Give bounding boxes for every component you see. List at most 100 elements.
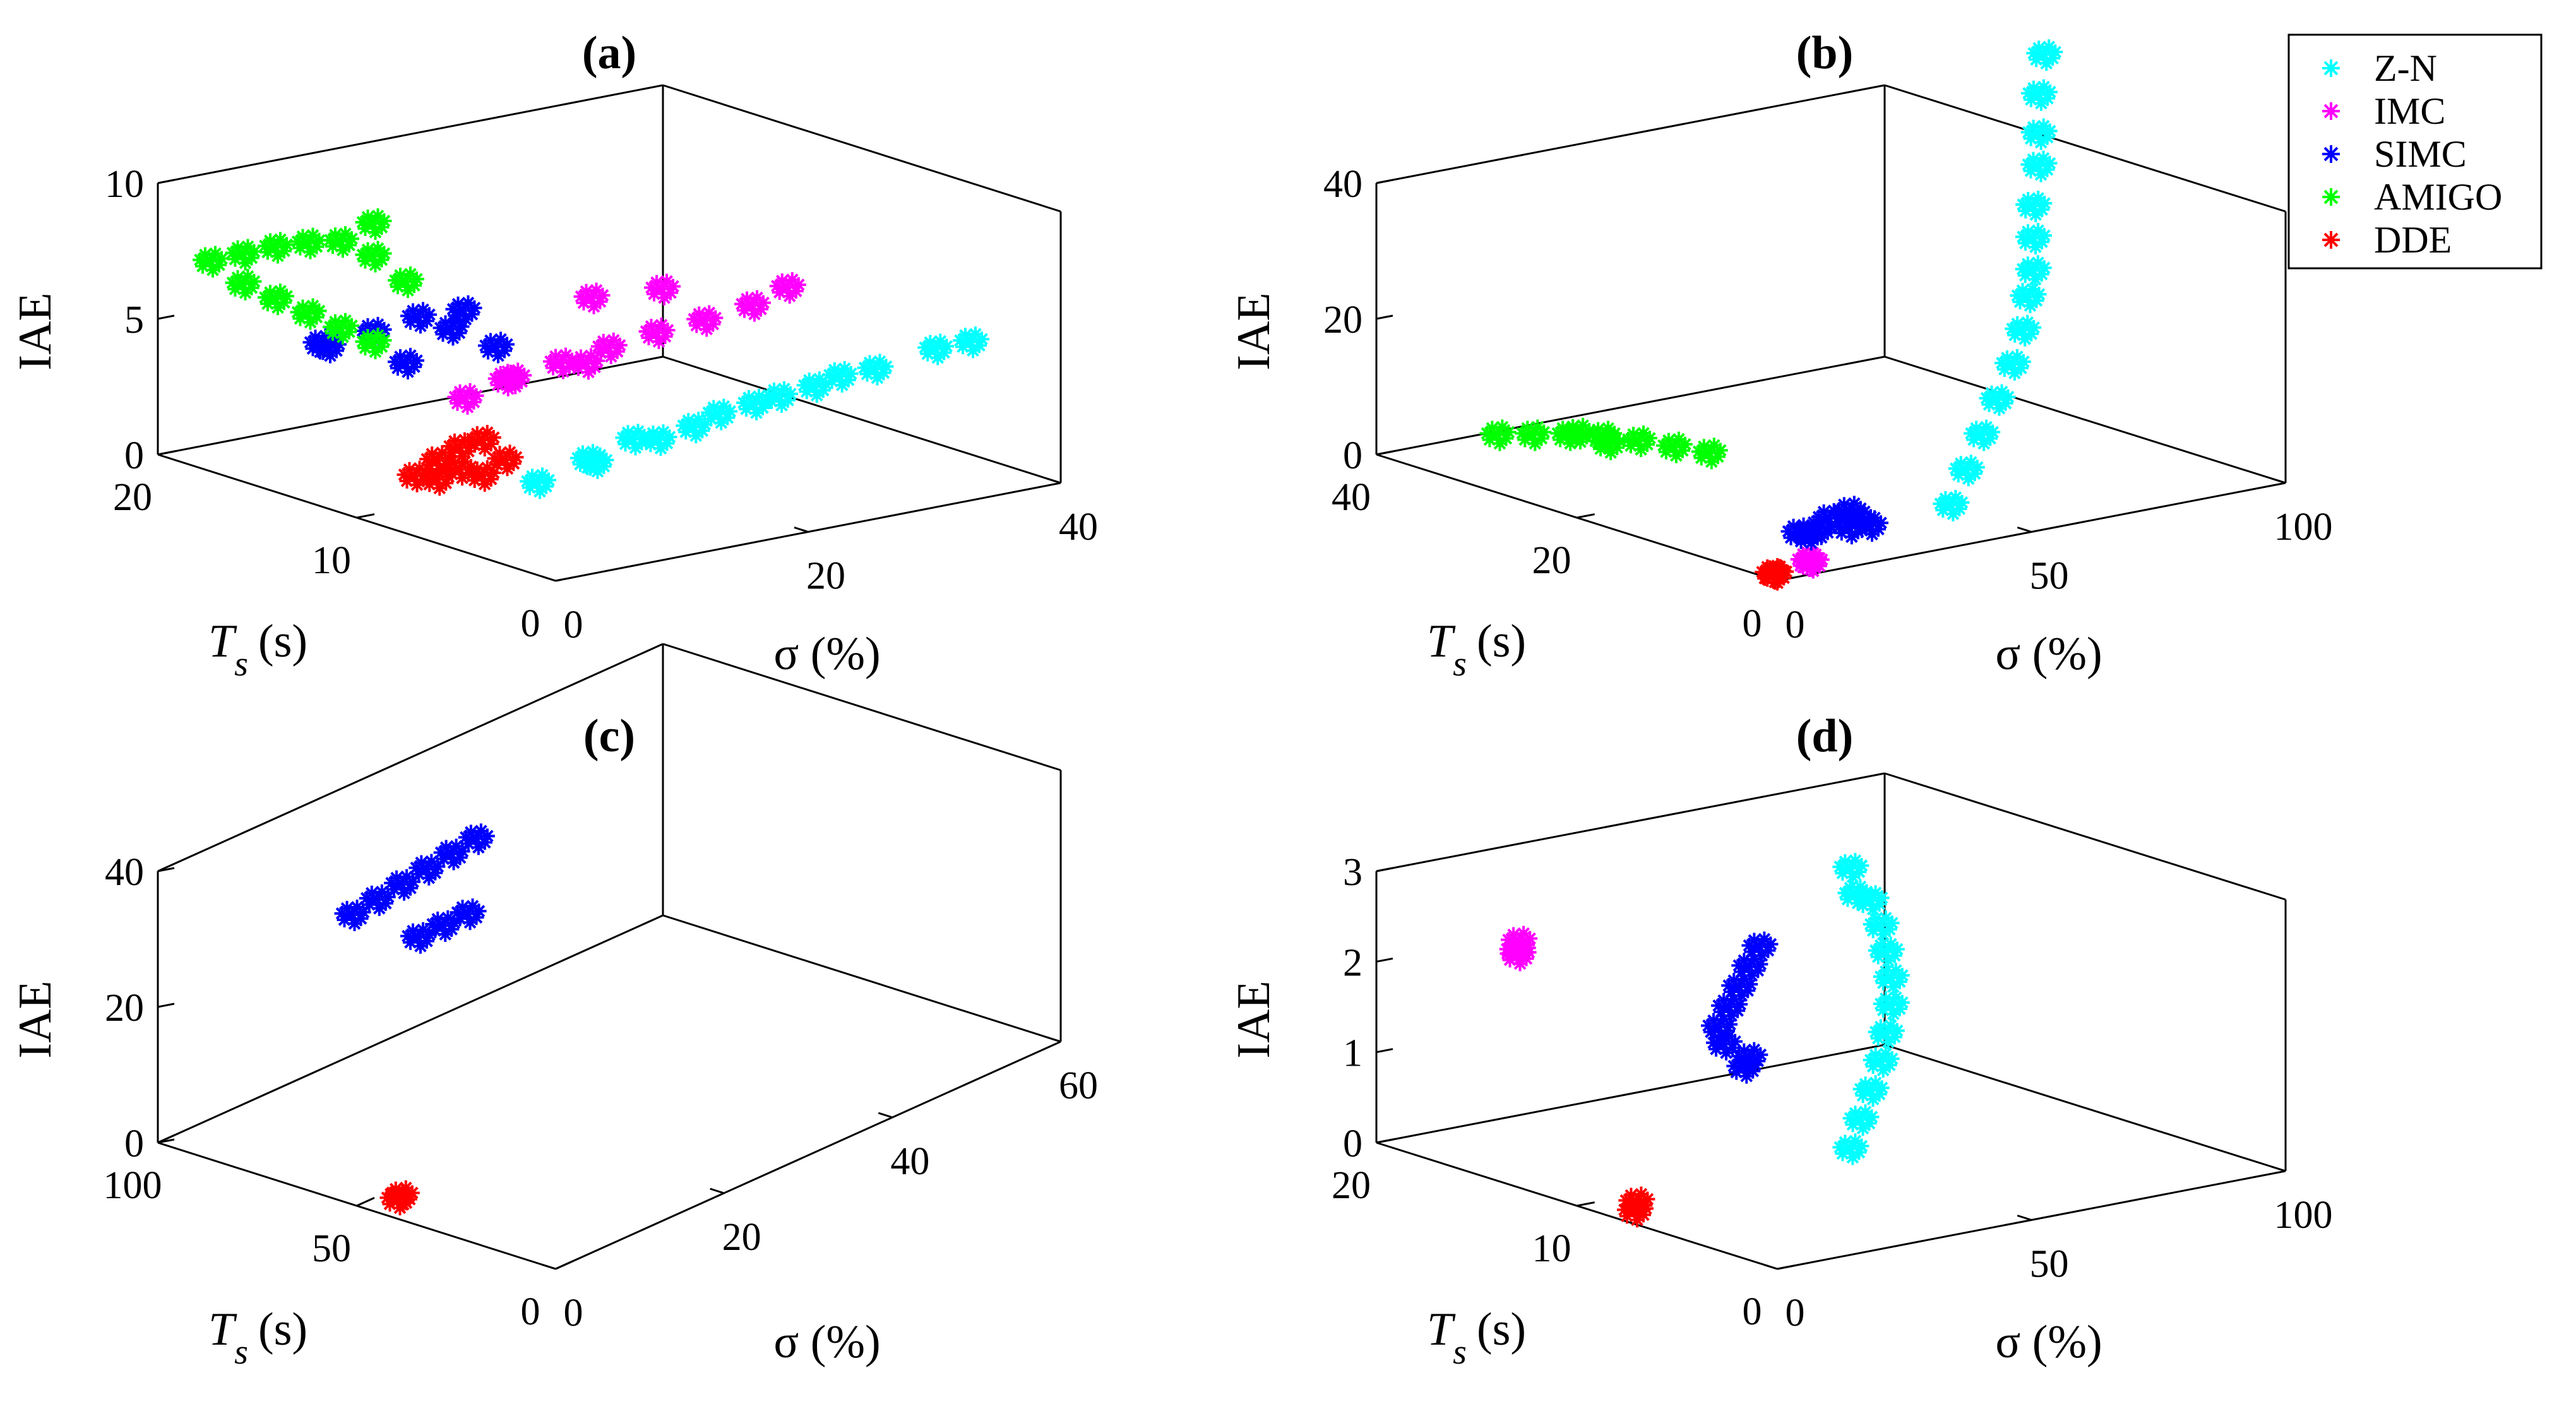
data-point	[1814, 552, 1830, 568]
data-point	[509, 369, 525, 385]
floor-edge	[1884, 1044, 2286, 1172]
data-point	[397, 885, 412, 901]
z-axis-label: IAE	[9, 980, 61, 1058]
floor-edge	[1376, 355, 1885, 456]
data-point	[1991, 400, 2007, 416]
data-point	[857, 360, 873, 376]
data-point	[761, 387, 777, 403]
data-point	[1731, 1048, 1747, 1064]
data-point	[1868, 1024, 1883, 1040]
data-point	[344, 231, 359, 247]
z-tick-mark	[157, 1002, 175, 1008]
data-point	[568, 354, 583, 370]
z-tick-label: 40	[1323, 163, 1363, 206]
data-point	[1703, 454, 1719, 470]
data-point	[1668, 448, 1684, 463]
data-point	[258, 290, 273, 306]
data-point	[1734, 988, 1750, 1004]
data-point	[2026, 319, 2042, 335]
z-tick-label: 0	[1343, 434, 1363, 477]
wall-top-edge	[157, 643, 664, 872]
data-point	[603, 348, 619, 364]
data-point	[323, 232, 338, 248]
series-dde	[397, 425, 524, 496]
data-point	[270, 300, 285, 316]
wall-top-edge	[662, 643, 1061, 771]
y-axis-label: Ts (s)	[208, 616, 307, 684]
data-point	[1873, 996, 1888, 1012]
data-point	[499, 461, 515, 477]
x-tick-label: 50	[2030, 1243, 2069, 1286]
data-point	[2026, 45, 2042, 61]
z-tick-label: 40	[105, 851, 144, 894]
data-point	[615, 430, 631, 446]
data-point	[734, 296, 749, 312]
data-point	[1845, 1150, 1861, 1165]
data-point	[1979, 390, 1995, 406]
data-point	[445, 301, 461, 317]
data-point	[1868, 943, 1883, 958]
data-point	[1741, 937, 1757, 953]
z-tick-mark	[157, 314, 175, 320]
z-tick-mark	[1376, 867, 1393, 872]
z-tick-mark	[1376, 1048, 1393, 1054]
y-tick-mark	[356, 1197, 375, 1207]
data-point	[225, 245, 241, 261]
data-point	[660, 322, 676, 338]
data-point	[1873, 515, 1889, 531]
data-point	[573, 289, 589, 304]
y-tick-label: 10	[312, 539, 351, 582]
data-point	[1515, 425, 1530, 441]
series-dde	[379, 1180, 420, 1216]
legend-label: IMC	[2374, 90, 2445, 132]
legend-label: DDE	[2374, 219, 2452, 261]
data-point	[479, 828, 495, 844]
data-point	[2037, 196, 2053, 211]
data-point	[1894, 968, 1910, 984]
data-point	[405, 874, 421, 889]
data-point	[302, 244, 318, 259]
panel-title: (c)	[583, 710, 635, 762]
data-point	[1642, 431, 1657, 446]
x-axis-label: σ (%)	[1995, 628, 2102, 680]
data-point	[404, 1185, 420, 1201]
data-point	[1770, 575, 1786, 591]
data-point	[335, 329, 350, 345]
data-point	[2048, 44, 2063, 60]
z-axis-label: IAE	[1228, 292, 1280, 370]
data-point	[359, 890, 374, 906]
data-point	[774, 397, 789, 413]
data-point	[193, 252, 208, 268]
floor-edge	[157, 914, 664, 1144]
z-tick-label: 20	[105, 987, 144, 1030]
data-point	[290, 234, 306, 249]
data-point	[2015, 197, 2031, 213]
data-point	[1655, 437, 1671, 453]
data-point	[1852, 1081, 1868, 1097]
series-simc	[334, 823, 495, 954]
data-point	[878, 359, 894, 374]
data-point	[520, 473, 535, 489]
x-tick-label: 0	[564, 1292, 583, 1335]
data-point	[2005, 321, 2020, 336]
floor-edge	[662, 914, 1061, 1043]
data-point	[1618, 1193, 1634, 1208]
data-point	[586, 299, 602, 314]
data-point	[1884, 915, 1900, 931]
data-point	[2033, 134, 2049, 150]
data-point	[1894, 995, 1910, 1011]
data-point	[408, 860, 424, 876]
data-point	[595, 287, 611, 303]
data-point	[422, 307, 437, 323]
data-point	[1865, 1092, 1881, 1107]
data-point	[400, 308, 415, 324]
data-point	[1889, 1023, 1905, 1038]
data-point	[2033, 95, 2049, 111]
data-point	[270, 248, 285, 264]
z-tick-label: 10	[105, 163, 144, 206]
data-point	[455, 843, 470, 859]
data-point	[1863, 1052, 1878, 1068]
z-tick-mark	[157, 450, 175, 456]
